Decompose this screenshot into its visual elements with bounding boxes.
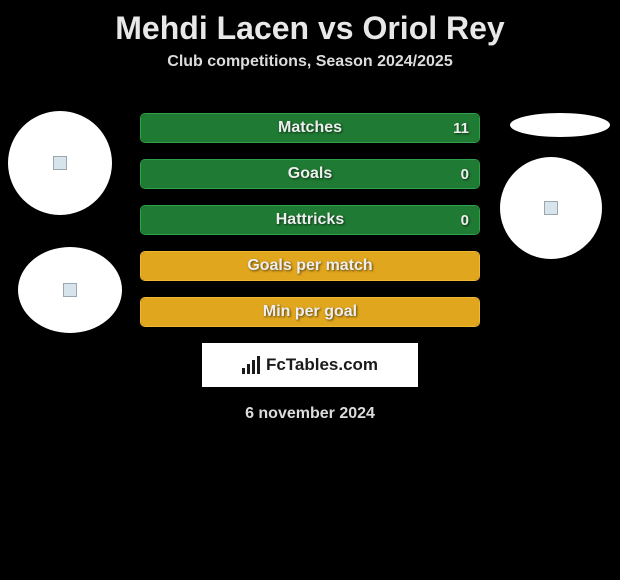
player1-avatar	[8, 111, 112, 215]
stat-bar-row: Matches11	[140, 113, 480, 143]
player1-club-avatar	[18, 247, 122, 333]
comparison-title: Mehdi Lacen vs Oriol Rey	[0, 0, 620, 53]
stat-bar-row: Min per goal	[140, 297, 480, 327]
stat-bar-label: Min per goal	[141, 298, 479, 326]
stat-bar-label: Matches	[141, 114, 479, 142]
stat-bar-label: Goals	[141, 160, 479, 188]
date-text: 6 november 2024	[0, 387, 620, 423]
stat-bar-label: Hattricks	[141, 206, 479, 234]
attribution-text: FcTables.com	[266, 355, 378, 375]
attribution-logo-icon	[242, 356, 260, 374]
stat-bars: Matches11Goals0Hattricks0Goals per match…	[140, 89, 480, 327]
stat-bar-row: Goals0	[140, 159, 480, 189]
image-placeholder-icon	[53, 156, 67, 170]
stat-bar-value: 11	[453, 114, 469, 142]
vs-text: vs	[318, 10, 354, 46]
stat-bar-row: Hattricks0	[140, 205, 480, 235]
player2-name: Oriol Rey	[362, 10, 504, 46]
image-placeholder-icon	[544, 201, 558, 215]
content-area: Matches11Goals0Hattricks0Goals per match…	[0, 89, 620, 423]
stat-bar-label: Goals per match	[141, 252, 479, 280]
stat-bar-value: 0	[461, 160, 469, 188]
player1-name: Mehdi Lacen	[115, 10, 309, 46]
attribution-box: FcTables.com	[202, 343, 418, 387]
stat-bar-value: 0	[461, 206, 469, 234]
player2-club-ellipse	[510, 113, 610, 137]
image-placeholder-icon	[63, 283, 77, 297]
stat-bar-row: Goals per match	[140, 251, 480, 281]
player2-avatar	[500, 157, 602, 259]
context-subtitle: Club competitions, Season 2024/2025	[0, 53, 620, 89]
